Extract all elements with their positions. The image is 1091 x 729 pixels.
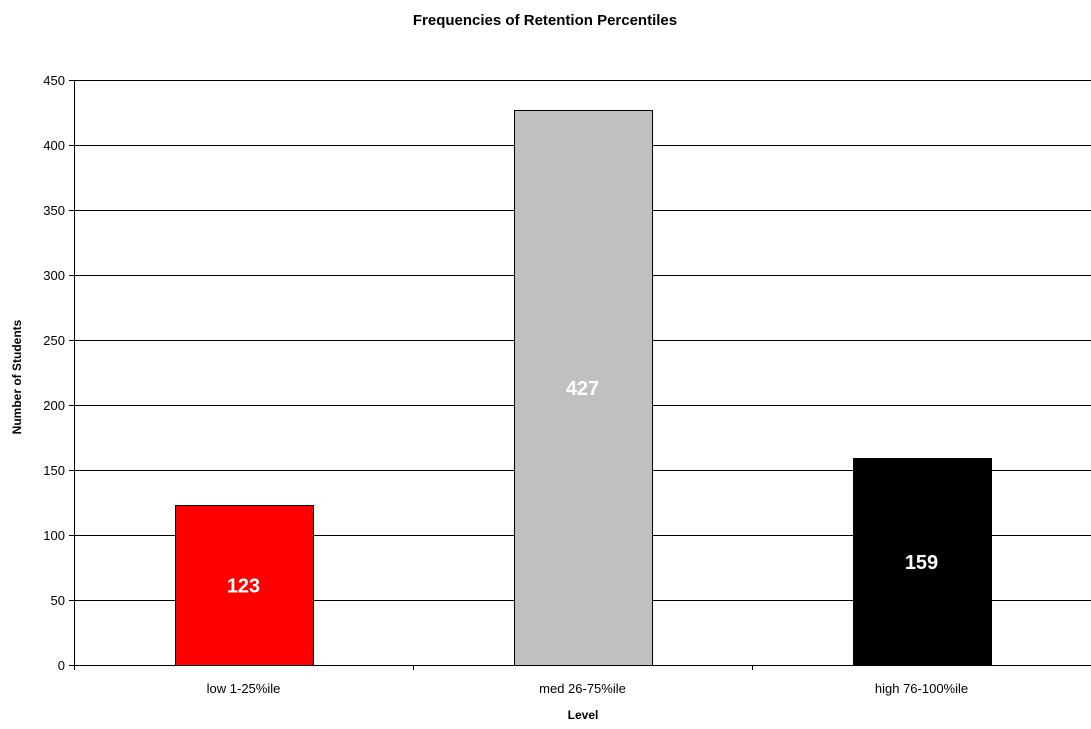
data-label: 123 <box>227 575 260 597</box>
y-tick-label: 450 <box>43 73 65 88</box>
data-label: 159 <box>905 552 938 574</box>
x-axis-title: Level <box>568 708 599 722</box>
y-tick-label: 250 <box>43 333 65 348</box>
x-tick-label: med 26-75%ile <box>539 681 626 696</box>
y-tick-label: 400 <box>43 138 65 153</box>
y-tick-label: 350 <box>43 203 65 218</box>
y-tick-label: 50 <box>51 593 65 608</box>
y-axis-ticks: 0 50 100 150 200 250 300 350 400 450 <box>43 73 74 673</box>
x-axis-ticks: low 1-25%ile med 26-75%ile high 76-100%ile <box>75 665 1091 696</box>
x-tick-label: high 76-100%ile <box>875 681 968 696</box>
chart-title: Frequencies of Retention Percentiles <box>413 12 677 29</box>
y-tick-label: 0 <box>58 658 65 673</box>
bars: 123 427 159 <box>176 111 992 666</box>
data-label: 427 <box>566 378 599 400</box>
y-tick-label: 200 <box>43 398 65 413</box>
y-axis-title: Number of Students <box>10 319 24 434</box>
y-tick-label: 300 <box>43 268 65 283</box>
y-tick-label: 150 <box>43 463 65 478</box>
x-tick-label: low 1-25%ile <box>207 681 281 696</box>
y-tick-label: 100 <box>43 528 65 543</box>
